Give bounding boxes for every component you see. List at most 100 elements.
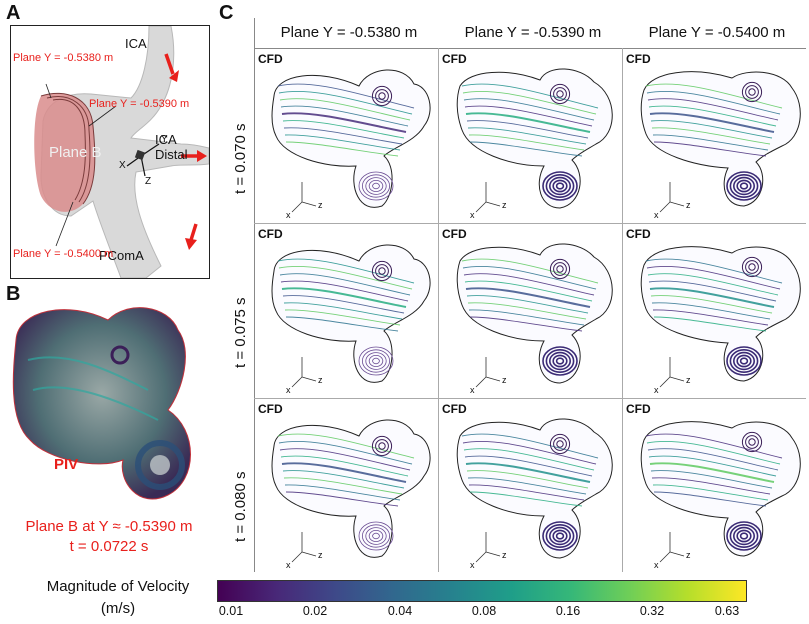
label-pcoma: PComA: [99, 248, 144, 263]
aneurysm-outline: [456, 243, 613, 384]
aneurysm-outline: [271, 69, 431, 208]
streamline: [467, 477, 587, 495]
vortex-ring: [368, 355, 384, 368]
vortex-ring: [375, 89, 389, 103]
streamline: [467, 127, 587, 145]
vortex-ring: [745, 435, 759, 449]
streamline: [284, 484, 401, 501]
label-ica: ICA: [125, 36, 147, 51]
vortex-ring: [549, 258, 571, 280]
axis-line: [475, 376, 487, 388]
vortex-ring: [545, 174, 575, 199]
vortex-ring: [365, 352, 387, 370]
streamline: [647, 273, 779, 296]
flow-arrow-icon: [185, 223, 198, 250]
aneurysm-outline: [456, 68, 613, 209]
vortex-ring: [378, 92, 386, 100]
streamline: [468, 484, 585, 501]
axis-line: [291, 201, 303, 213]
vortex-ring: [748, 263, 756, 271]
vortex-ring: [549, 351, 572, 371]
vortex-ring: [739, 532, 749, 540]
vortex-ring: [549, 433, 571, 455]
streamline: [278, 440, 413, 465]
streamline: [646, 440, 781, 465]
vortex-ring: [741, 431, 763, 453]
axis-line: [291, 376, 303, 388]
cell-axis-x-label: x: [654, 210, 659, 220]
cfd-tag: CFD: [258, 52, 283, 66]
streamline: [649, 462, 775, 483]
panel-letter-b: B: [6, 283, 21, 305]
streamline: [463, 273, 595, 296]
cfd-streamline-plot: [271, 419, 431, 563]
label-ica-distal: ICA Distal: [155, 132, 188, 162]
cell-axis-x-label: x: [470, 560, 475, 570]
vortex-ring: [733, 351, 756, 371]
vortex-ring: [729, 524, 759, 549]
cell-axis-x-label: x: [654, 385, 659, 395]
vortex-ring: [542, 346, 578, 376]
aneurysm-outline: [640, 246, 801, 382]
streamline: [469, 491, 583, 507]
axis-y-label: Y: [161, 134, 168, 145]
vortex-ring: [371, 435, 393, 457]
vortex-ring: [729, 349, 759, 374]
cfd-streamline-plot: [640, 71, 801, 213]
vortex-ring: [365, 527, 387, 545]
cfd-streamline-plot: [456, 243, 613, 388]
colorbar-title: Magnitude of Velocity: [46, 578, 190, 595]
panel-letter-a: A: [6, 2, 21, 24]
axis-line: [301, 201, 317, 207]
streamline: [465, 287, 591, 308]
cfd-cell: CFD x z: [624, 50, 804, 222]
cfd-cell: CFD x z: [440, 50, 620, 222]
vortex-ring: [739, 182, 749, 190]
streamline: [465, 112, 591, 133]
streamline: [279, 273, 411, 296]
streamline: [280, 105, 409, 127]
cfd-cell: CFD x z: [256, 225, 436, 397]
streamline: [277, 83, 415, 109]
streamline: [285, 316, 399, 332]
streamline: [279, 98, 411, 121]
cfd-streamline-plot: [456, 418, 613, 563]
axis-line: [669, 201, 685, 207]
axis-line: [475, 551, 487, 563]
streamline: [645, 83, 783, 109]
axis-z-label: Z: [145, 176, 152, 187]
cell-axis-x-label: x: [470, 385, 475, 395]
streamline: [283, 302, 403, 320]
vortex-ring: [733, 176, 756, 196]
streamline: [650, 295, 773, 314]
axis-line: [659, 201, 671, 213]
streamline: [462, 265, 597, 290]
vortex-ring: [368, 180, 384, 193]
column-header: Plane Y = -0.5400 m: [648, 24, 786, 41]
label-plane-1: Plane Y = -0.5380 m: [13, 52, 114, 64]
axis-line: [485, 376, 501, 382]
cfd-streamline-plot: [640, 421, 801, 563]
vortex-ring: [741, 256, 763, 278]
vortex-ring: [552, 179, 568, 193]
streamline: [281, 112, 407, 133]
streamline: [278, 265, 413, 290]
flow-arrow-icon: [181, 150, 207, 162]
vortex-ring: [556, 440, 564, 448]
vortex-ring: [549, 83, 571, 105]
axis-line: [301, 551, 317, 557]
row-label: t = 0.080 s: [232, 471, 249, 542]
streamline: [467, 302, 587, 320]
panel-a-frame: ICA ICA Distal PComA Plane B Plane Y = -…: [10, 25, 210, 279]
streamline: [652, 134, 769, 151]
cfd-cell: CFD x z: [624, 400, 804, 572]
row-label: t = 0.070 s: [232, 123, 249, 194]
row-label: t = 0.075 s: [232, 297, 249, 368]
vortex-ring: [358, 171, 394, 201]
vortex-ring: [726, 346, 762, 376]
cell-axis-z-label: z: [686, 200, 691, 210]
streamline: [466, 295, 589, 314]
streamline: [647, 98, 779, 121]
vortex-ring: [372, 532, 380, 540]
cell-axis-z-label: z: [686, 550, 691, 560]
